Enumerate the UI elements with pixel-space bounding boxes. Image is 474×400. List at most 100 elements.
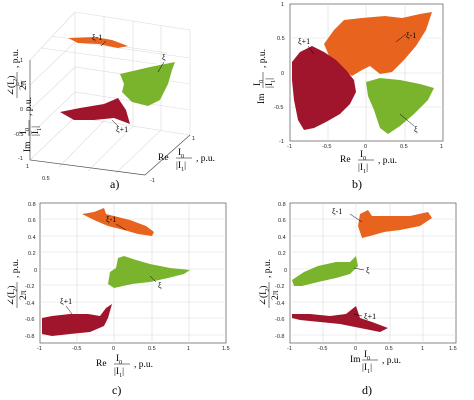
panel-d-ytick: -0.4 — [275, 301, 284, 307]
svg-text:|I1|: |I1| — [362, 363, 372, 375]
panel-c: 0.8 0.6 0.4 0.2 0 -0.2 -0.4 -0.6 -0.8 -1… — [6, 202, 230, 397]
panel-d-ytick: 0 — [284, 268, 287, 274]
svg-text:I0: I0 — [360, 150, 366, 162]
panel-c-ytick: 0.4 — [28, 235, 36, 241]
panel-d-xtick: 1.5 — [449, 346, 457, 352]
panel-d-xtick: 1 — [421, 346, 424, 352]
svg-text:2π: 2π — [19, 290, 29, 300]
svg-text:, p.u.: , p.u. — [11, 259, 21, 278]
panel-b-ytick: 1 — [281, 2, 284, 8]
panel-b-ytick: -0.5 — [274, 105, 283, 111]
panel-b-xtick: 1 — [440, 144, 443, 150]
svg-text:2π: 2π — [271, 290, 281, 300]
panel-c-label-xi: ξ — [158, 281, 162, 290]
panel-c-ticks: 0.8 0.6 0.4 0.2 0 -0.2 -0.4 -0.6 -0.8 -1… — [25, 202, 230, 352]
panel-a-ticks: 1 0.5 0 -0.5 -1 1 0.5 -1 1 — [14, 58, 195, 184]
panel-d-annotations: ξ-1 ξ ξ+1 — [332, 207, 376, 321]
panel-b-label-xi: ξ — [414, 125, 418, 134]
panel-a: 1 0.5 0 -0.5 -1 1 0.5 -1 1 ξ-1 ξ ξ+1 ∠(I… — [6, 11, 215, 191]
panel-b-ytick: -1 — [279, 139, 284, 145]
panel-b-frame — [289, 3, 444, 142]
svg-text:∠(I2): ∠(I2) — [6, 286, 19, 306]
panel-d-xlabel: Im I0 |I1| , p.u. — [350, 350, 401, 375]
svg-text:Im: Im — [350, 355, 361, 365]
svg-text:I0: I0 — [364, 350, 370, 362]
panel-a-xtick: 1 — [192, 136, 195, 142]
panel-d-ylabel: ∠(I2) 2π , p.u. — [258, 259, 281, 308]
panel-d-ytick: 0.6 — [278, 218, 286, 224]
panel-b-label-xi-plus-1: ξ+1 — [298, 37, 310, 46]
panel-d-xtick: 0.5 — [385, 346, 393, 352]
svg-text:I0: I0 — [19, 128, 31, 134]
panel-d-ytick: 0.8 — [278, 202, 286, 208]
panel-c-xtick: -1 — [37, 346, 42, 352]
panel-d-xtick: 0 — [354, 346, 357, 352]
panel-a-series-xi-shape — [120, 62, 175, 106]
panel-d-ytick: 0.4 — [278, 235, 286, 241]
panel-a-axes — [29, 60, 191, 176]
panel-a-ztick: -0.5 — [14, 132, 23, 138]
svg-text:|I1|: |I1| — [114, 367, 124, 379]
panel-c-frame — [39, 202, 227, 344]
panel-a-label-xi-minus-1: ξ-1 — [92, 33, 102, 42]
svg-text:Re: Re — [340, 155, 351, 165]
panel-c-ytick: -0.6 — [25, 317, 34, 323]
panel-d-label-xi-plus-1: ξ+1 — [364, 312, 376, 321]
panel-d-ytick: 0.2 — [278, 251, 286, 257]
panel-d: 0.8 0.6 0.4 0.2 0 -0.2 -0.4 -0.6 -0.8 -1… — [258, 202, 457, 397]
panel-b-caption: b) — [352, 177, 362, 191]
svg-text:|I1|: |I1| — [265, 78, 277, 88]
panel-d-series-xi-shape — [292, 256, 358, 286]
panel-c-series-xi-plus-1-shape — [42, 304, 112, 336]
panel-d-label-xi-minus-1: ξ-1 — [332, 207, 342, 216]
svg-text:I0: I0 — [178, 148, 184, 160]
panel-d-ytick: -0.6 — [275, 317, 284, 323]
svg-text:, p.u.: , p.u. — [382, 356, 401, 366]
panel-c-xtick: 1 — [187, 346, 190, 352]
panel-a-ztick: 0 — [20, 107, 23, 113]
panel-d-frame — [289, 202, 457, 344]
panel-a-ztick: 0.5 — [16, 82, 24, 88]
panel-b: 1 0.5 0 -0.5 -1 -1 -0.5 0 0.5 1 ξ-1 ξ ξ+… — [253, 2, 444, 191]
panel-c-ytick: -0.8 — [25, 334, 34, 340]
svg-text:, p.u.: , p.u. — [378, 156, 397, 166]
panel-d-label-xi: ξ — [366, 266, 370, 275]
panel-c-label-xi-minus-1: ξ-1 — [106, 215, 116, 224]
panel-c-xtick: 1.5 — [222, 346, 230, 352]
svg-text:|I1|: |I1| — [31, 126, 43, 136]
panel-c-ytick: 0.6 — [28, 218, 36, 224]
panel-b-xtick: -1 — [287, 144, 292, 150]
panel-d-xtick: -1 — [287, 346, 292, 352]
panel-d-ytick: -0.2 — [275, 284, 284, 290]
panel-b-series-xi-plus-1-shape — [292, 46, 356, 130]
panel-a-series-xi-minus-1-shape — [68, 37, 128, 48]
panel-a-ytick: 0.5 — [42, 176, 50, 182]
svg-text:Im: Im — [23, 141, 33, 152]
panel-c-ytick: -0.4 — [25, 301, 34, 307]
panel-a-label-xi: ξ — [162, 53, 166, 62]
panel-b-xlabel: Re I0 |I1| , p.u. — [340, 150, 397, 175]
panel-c-xtick: -0.5 — [72, 346, 81, 352]
panel-c-xtick: 0.5 — [148, 346, 156, 352]
svg-text:Im: Im — [257, 93, 267, 104]
panel-d-ytick: -0.8 — [275, 334, 284, 340]
svg-text:Re: Re — [96, 359, 107, 369]
panel-a-zlabel: ∠(I2) 2π , p.u. — [6, 49, 29, 98]
panel-d-ticks: 0.8 0.6 0.4 0.2 0 -0.2 -0.4 -0.6 -0.8 -1… — [275, 202, 457, 352]
svg-text:, p.u.: , p.u. — [24, 97, 34, 116]
panel-a-xlabel: Re I0 |I1| , p.u. — [158, 148, 215, 173]
panel-b-ytick: 0 — [281, 71, 284, 77]
panel-c-series-xi-minus-1-shape — [82, 208, 154, 236]
panel-c-label-xi-plus-1: ξ+1 — [60, 297, 72, 306]
panel-c-ytick: -0.2 — [25, 284, 34, 290]
panel-c-ytick: 0.2 — [28, 251, 36, 257]
svg-text:, p.u.: , p.u. — [134, 360, 153, 370]
panel-b-xtick: 0.5 — [400, 144, 408, 150]
panel-c-annotations: ξ-1 ξ ξ+1 — [60, 215, 162, 315]
svg-text:I0: I0 — [253, 80, 265, 86]
panel-c-caption: c) — [112, 383, 121, 397]
svg-text:|I1|: |I1| — [358, 163, 368, 175]
panel-c-series-xi-shape — [108, 256, 190, 288]
panel-a-annotations: ξ-1 ξ ξ+1 — [92, 33, 166, 134]
panel-c-xtick: 0 — [112, 346, 115, 352]
